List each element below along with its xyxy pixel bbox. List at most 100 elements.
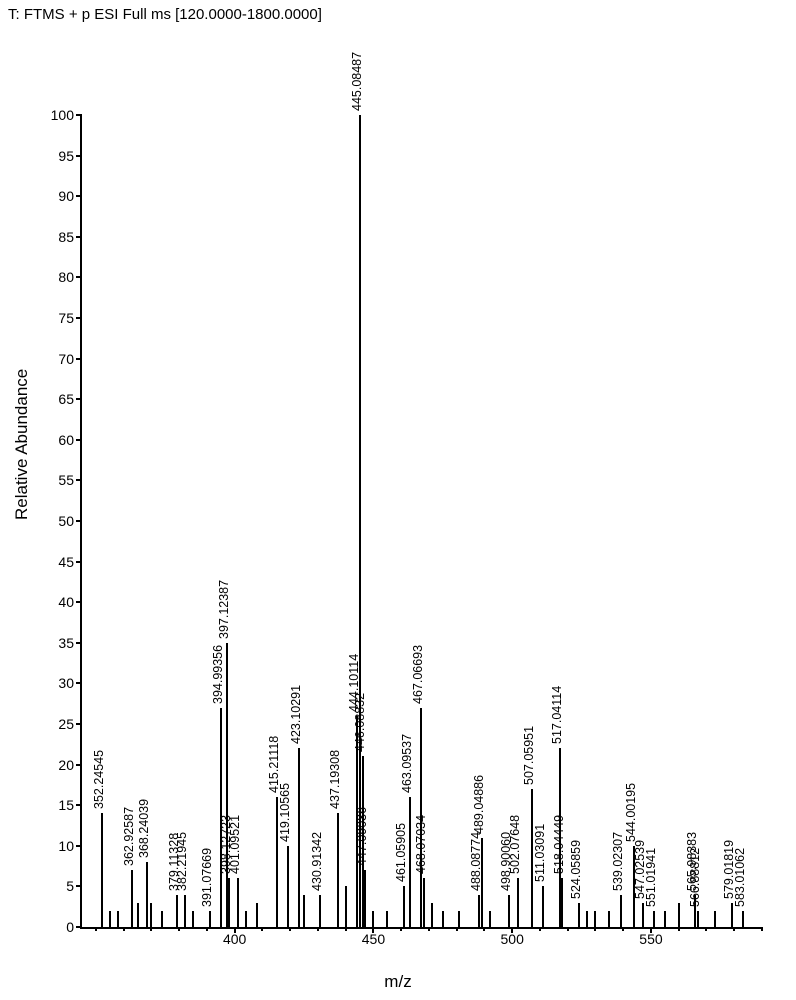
- peak: [423, 878, 425, 927]
- peak: [109, 911, 111, 927]
- ytick-mark: [76, 398, 82, 400]
- ytick-label: 70: [44, 351, 74, 367]
- peak: [442, 911, 444, 927]
- peak-label: 446.08832: [353, 693, 367, 752]
- peak: [192, 911, 194, 927]
- ytick-label: 30: [44, 675, 74, 691]
- xtick-minor-mark: [150, 927, 152, 931]
- peak: [345, 886, 347, 927]
- ytick-label: 20: [44, 757, 74, 773]
- peak-label: 518.04449: [552, 815, 566, 874]
- ytick-label: 85: [44, 229, 74, 245]
- peak: [337, 813, 339, 927]
- peak: [561, 878, 563, 927]
- ytick-mark: [76, 885, 82, 887]
- peak-label: 382.21945: [175, 831, 189, 890]
- ytick-mark: [76, 276, 82, 278]
- peak: [372, 911, 374, 927]
- peak: [117, 911, 119, 927]
- peak: [226, 643, 228, 927]
- peak: [228, 878, 230, 927]
- peak: [131, 870, 133, 927]
- ytick-mark: [76, 682, 82, 684]
- peak: [184, 895, 186, 927]
- ytick-label: 60: [44, 432, 74, 448]
- ytick-label: 0: [44, 919, 74, 935]
- peak: [508, 895, 510, 927]
- peak-label: 507.05951: [522, 726, 536, 785]
- ytick-label: 80: [44, 269, 74, 285]
- peak-label: 583.01062: [733, 848, 747, 907]
- xtick-minor-mark: [511, 927, 513, 931]
- ytick-mark: [76, 439, 82, 441]
- peak-label: 401.09521: [228, 815, 242, 874]
- plot-area: 0510152025303540455055606570758085909510…: [80, 115, 762, 929]
- xtick-minor-mark: [95, 927, 97, 931]
- xtick-label: 400: [223, 931, 246, 947]
- ytick-label: 25: [44, 716, 74, 732]
- peak-label: 437.19308: [328, 750, 342, 809]
- ytick-mark: [76, 479, 82, 481]
- spectrum-container: T: FTMS + p ESI Full ms [120.0000-1800.0…: [0, 0, 796, 1000]
- xtick-minor-mark: [622, 927, 624, 931]
- peak-label: 517.04114: [550, 686, 564, 744]
- peak: [245, 911, 247, 927]
- peak: [364, 870, 366, 927]
- xtick-minor-mark: [400, 927, 402, 931]
- xtick-minor-mark: [567, 927, 569, 931]
- peak-label: 447.09036: [355, 807, 369, 866]
- ytick-mark: [76, 114, 82, 116]
- peak: [578, 903, 580, 927]
- peak-label: 502.07648: [508, 815, 522, 874]
- xtick-minor-mark: [123, 927, 125, 931]
- peak: [594, 911, 596, 927]
- peak-label: 397.12387: [217, 580, 231, 639]
- peak: [137, 903, 139, 927]
- xtick-label: 500: [501, 931, 524, 947]
- xtick-label: 550: [639, 931, 662, 947]
- peak-label: 391.07669: [200, 848, 214, 907]
- peak: [150, 903, 152, 927]
- ytick-label: 55: [44, 472, 74, 488]
- peak: [431, 903, 433, 927]
- peak-label: 445.08487: [350, 52, 364, 111]
- peak-label: 463.09537: [400, 734, 414, 793]
- peak: [653, 911, 655, 927]
- peak: [742, 911, 744, 927]
- peak-label: 566.88812: [688, 848, 702, 907]
- ytick-mark: [76, 195, 82, 197]
- xtick-minor-mark: [317, 927, 319, 931]
- ytick-label: 35: [44, 635, 74, 651]
- ytick-mark: [76, 764, 82, 766]
- xtick-minor-mark: [705, 927, 707, 931]
- peak: [298, 748, 300, 927]
- peak-label: 461.05905: [394, 823, 408, 882]
- ytick-label: 45: [44, 554, 74, 570]
- xtick-label: 450: [362, 931, 385, 947]
- peak: [303, 895, 305, 927]
- xtick-minor-mark: [678, 927, 680, 931]
- ytick-label: 40: [44, 594, 74, 610]
- ytick-mark: [76, 561, 82, 563]
- peak: [101, 813, 103, 927]
- peak: [664, 911, 666, 927]
- xtick-minor-mark: [594, 927, 596, 931]
- peak: [586, 911, 588, 927]
- xtick-minor-mark: [456, 927, 458, 931]
- peak: [620, 895, 622, 927]
- peak-label: 544.00195: [624, 783, 638, 842]
- ytick-mark: [76, 358, 82, 360]
- peak: [517, 878, 519, 927]
- xtick-minor-mark: [372, 927, 374, 931]
- peak: [146, 862, 148, 927]
- xtick-minor-mark: [539, 927, 541, 931]
- peak: [386, 911, 388, 927]
- peak: [319, 895, 321, 927]
- peak: [176, 895, 178, 927]
- ytick-label: 65: [44, 391, 74, 407]
- peak: [209, 911, 211, 927]
- y-axis-label: Relative Abundance: [12, 369, 32, 520]
- xtick-minor-mark: [650, 927, 652, 931]
- ytick-mark: [76, 236, 82, 238]
- xtick-minor-mark: [206, 927, 208, 931]
